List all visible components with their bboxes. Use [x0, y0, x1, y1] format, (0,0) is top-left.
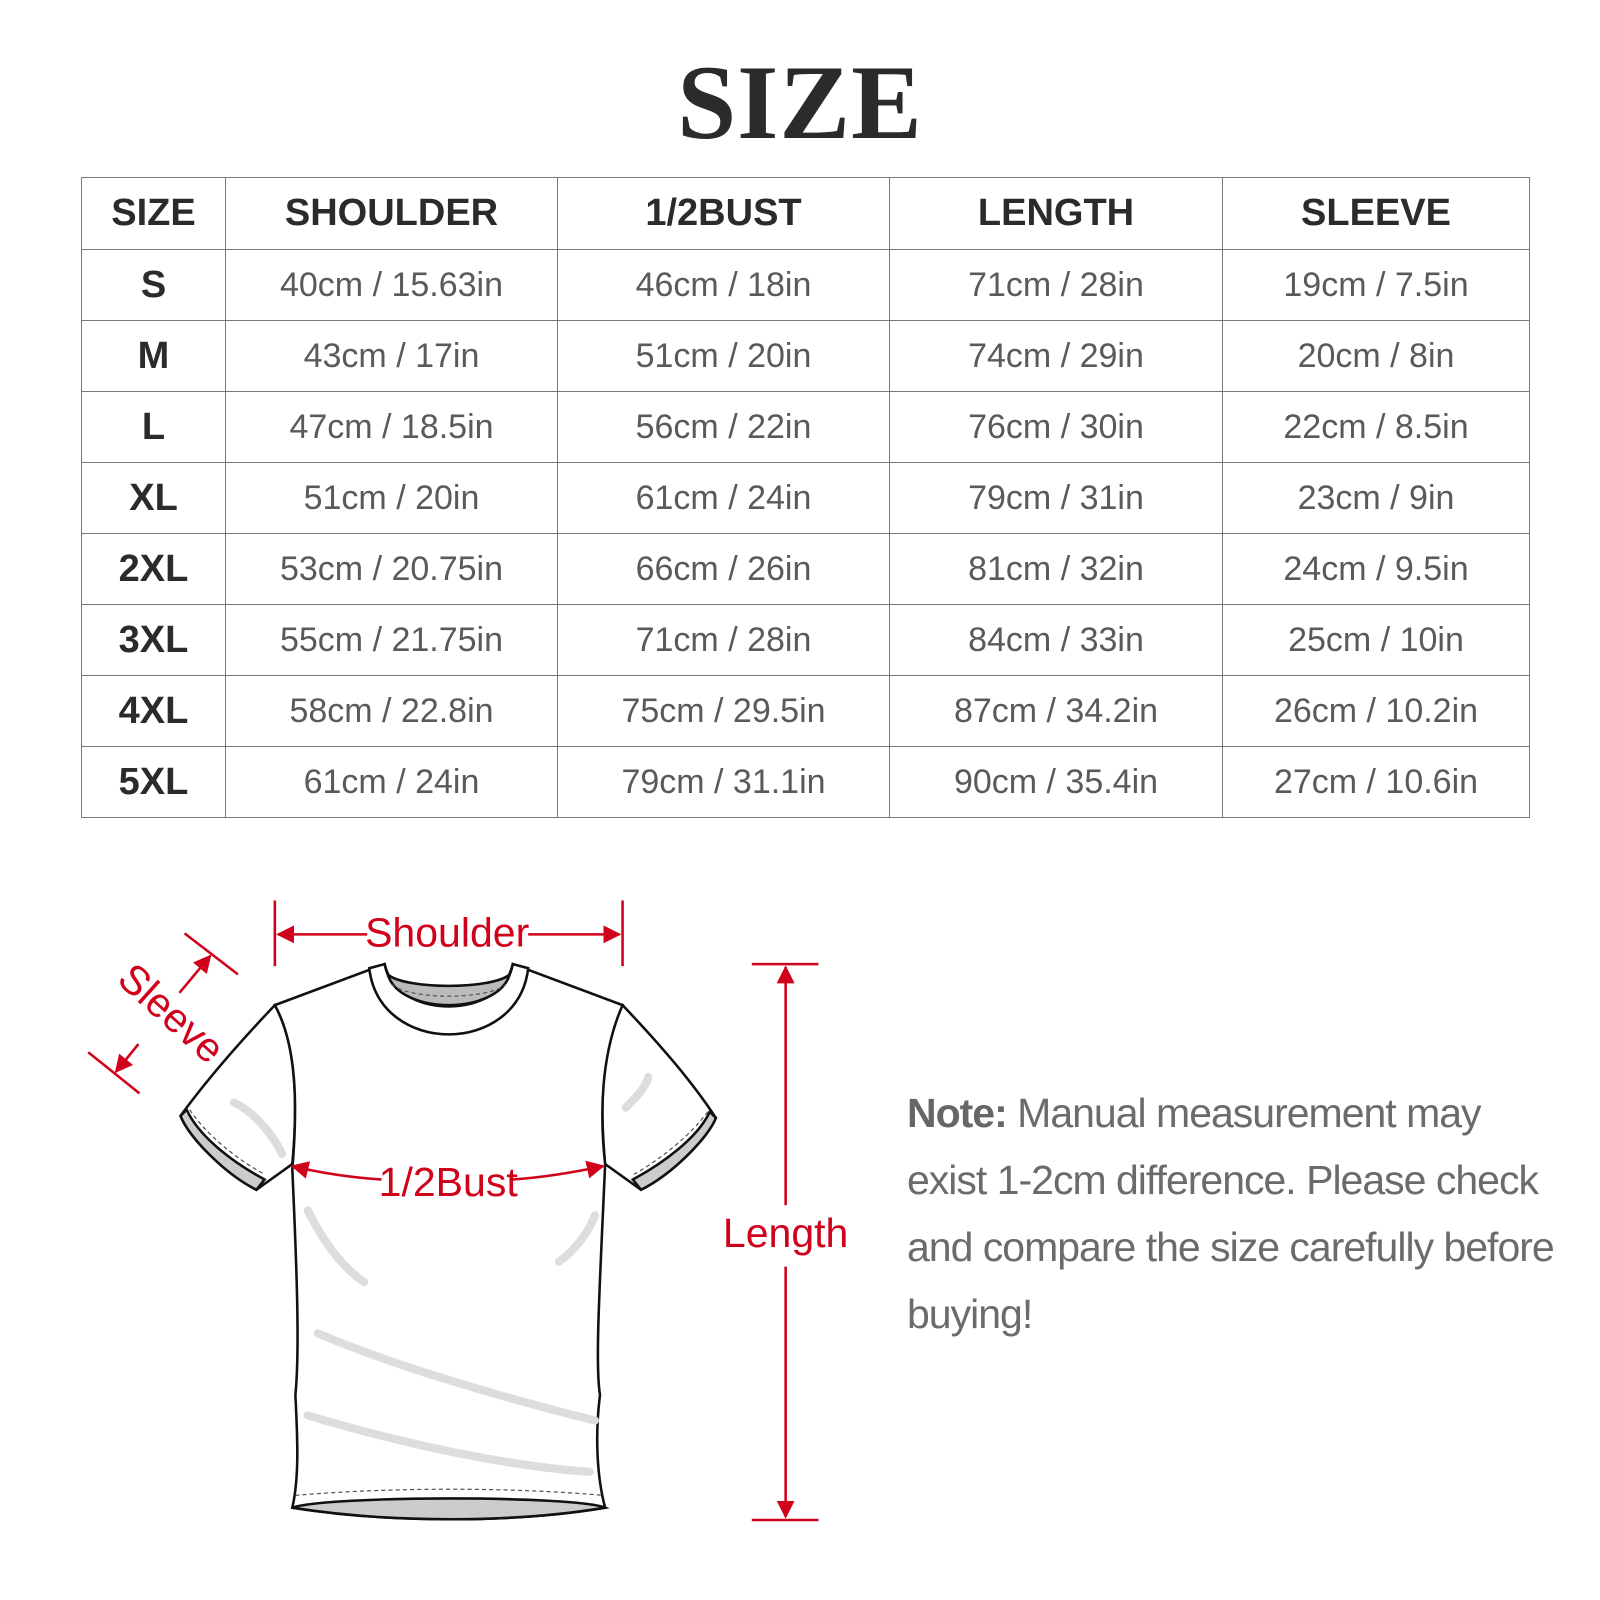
header-sleeve: SLEEVE — [1222, 177, 1530, 250]
measurement-lines — [87, 900, 819, 1522]
note-text: Manual measurement may exist 1-2cm diffe… — [907, 1090, 1555, 1337]
table-row: 3XL 55cm / 21.75in 71cm / 28in 84cm / 33in 2… — [81, 604, 1530, 676]
shoulder-cell: 53cm / 20.75in — [225, 533, 558, 605]
table-header-row: SIZE SHOULDER 1/2BUST LENGTH SLEEVE — [81, 177, 1530, 250]
size-cell: 5XL — [81, 746, 226, 818]
sleeve-label: Sleeve — [109, 954, 233, 1072]
sleeve-cell: 25cm / 10in — [1222, 604, 1530, 676]
size-cell: 4XL — [81, 675, 226, 747]
header-length: LENGTH — [889, 177, 1223, 250]
sleeve-cell: 26cm / 10.2in — [1222, 675, 1530, 747]
bust-cell: 46cm / 18in — [557, 249, 890, 321]
table-row: XL 51cm / 20in 61cm / 24in 79cm / 31in 23cm … — [81, 462, 1530, 534]
header-bust: 1/2BUST — [557, 177, 890, 250]
shoulder-cell: 43cm / 17in — [225, 320, 558, 392]
table-row: 2XL 53cm / 20.75in 66cm / 26in 81cm / 32in 2… — [81, 533, 1530, 605]
size-cell: M — [81, 320, 226, 392]
table-row: L 47cm / 18.5in 56cm / 22in 76cm / 30in 22cm… — [81, 391, 1530, 463]
size-cell: 3XL — [81, 604, 226, 676]
header-size: SIZE — [81, 177, 226, 250]
shoulder-cell: 40cm / 15.63in — [225, 249, 558, 321]
size-cell: XL — [81, 462, 226, 534]
tshirt-icon — [179, 962, 718, 1521]
length-cell: 71cm / 28in — [889, 249, 1223, 321]
bust-label: 1/2Bust — [379, 1159, 519, 1205]
bust-cell: 75cm / 29.5in — [557, 675, 890, 747]
size-cell: L — [81, 391, 226, 463]
sleeve-cell: 19cm / 7.5in — [1222, 249, 1530, 321]
bust-cell: 61cm / 24in — [557, 462, 890, 534]
note-label: Note: — [907, 1090, 1008, 1136]
shoulder-cell: 55cm / 21.75in — [225, 604, 558, 676]
shoulder-cell: 51cm / 20in — [225, 462, 558, 534]
table-row: S 40cm / 15.63in 46cm / 18in 71cm / 28in 19c… — [81, 249, 1530, 321]
length-cell: 81cm / 32in — [889, 533, 1223, 605]
size-cell: S — [81, 249, 226, 321]
size-table: SIZE SHOULDER 1/2BUST LENGTH SLEEVE S 40c… — [81, 177, 1530, 818]
table-row: 5XL 61cm / 24in 79cm / 31.1in 90cm / 35.4in… — [81, 746, 1530, 818]
length-label: Length — [723, 1210, 848, 1256]
page-title: SIZE — [677, 44, 923, 161]
table-row: 4XL 58cm / 22.8in 75cm / 29.5in 87cm / 34.2… — [81, 675, 1530, 747]
sleeve-cell: 23cm / 9in — [1222, 462, 1530, 534]
sleeve-cell: 27cm / 10.6in — [1222, 746, 1530, 818]
table-row: M 43cm / 17in 51cm / 20in 74cm / 29in 20cm /… — [81, 320, 1530, 392]
length-cell: 76cm / 30in — [889, 391, 1223, 463]
length-cell: 90cm / 35.4in — [889, 746, 1223, 818]
bust-cell: 71cm / 28in — [557, 604, 890, 676]
shoulder-label: Shoulder — [365, 910, 529, 956]
bust-cell: 79cm / 31.1in — [557, 746, 890, 818]
sleeve-cell: 22cm / 8.5in — [1222, 391, 1530, 463]
length-cell: 84cm / 33in — [889, 604, 1223, 676]
bust-cell: 51cm / 20in — [557, 320, 890, 392]
bust-cell: 66cm / 26in — [557, 533, 890, 605]
length-cell: 74cm / 29in — [889, 320, 1223, 392]
sleeve-cell: 24cm / 9.5in — [1222, 533, 1530, 605]
note: Note: Manual measurement may exist 1-2cm… — [907, 1080, 1567, 1348]
shoulder-cell: 61cm / 24in — [225, 746, 558, 818]
shoulder-cell: 58cm / 22.8in — [225, 675, 558, 747]
sleeve-cell: 20cm / 8in — [1222, 320, 1530, 392]
bust-cell: 56cm / 22in — [557, 391, 890, 463]
